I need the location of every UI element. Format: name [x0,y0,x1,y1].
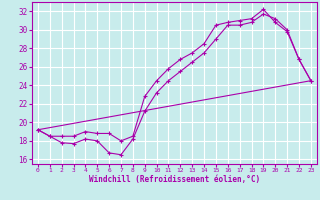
X-axis label: Windchill (Refroidissement éolien,°C): Windchill (Refroidissement éolien,°C) [89,175,260,184]
